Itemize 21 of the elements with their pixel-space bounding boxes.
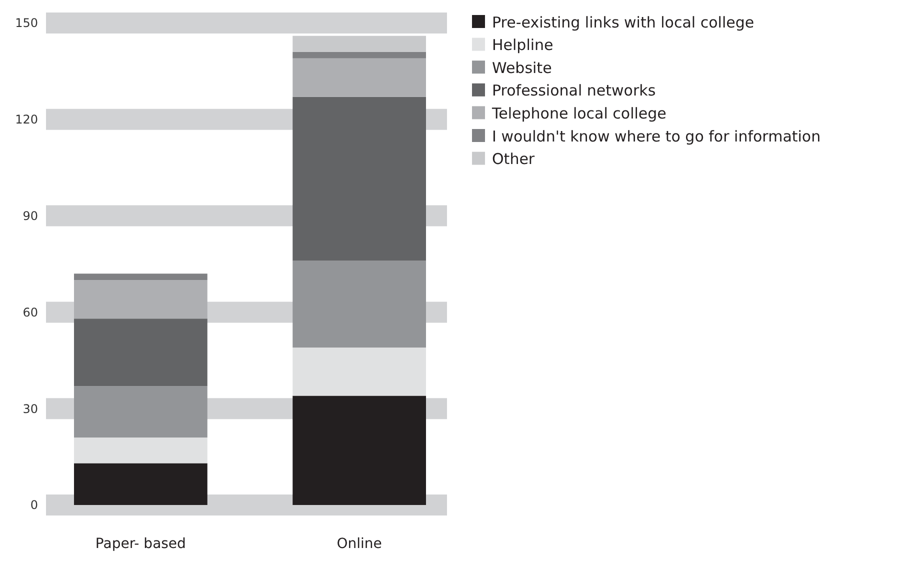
bar xyxy=(74,274,208,280)
x-tick-label: Online xyxy=(336,536,382,552)
y-tick-label: 90 xyxy=(22,209,38,223)
bar xyxy=(292,36,426,52)
legend-label: Website xyxy=(492,58,552,77)
y-tick-label: 60 xyxy=(22,305,38,320)
legend-label: I wouldn't know where to go for information xyxy=(492,127,821,146)
bar xyxy=(292,348,426,396)
legend-label: Helpline xyxy=(492,36,554,54)
legend-label: Telephone local college xyxy=(491,104,666,122)
y-tick-label: 0 xyxy=(30,498,38,512)
y-tick-label: 120 xyxy=(15,112,38,127)
legend-label: Pre-existing links with local college xyxy=(492,13,754,32)
legend-label: Other xyxy=(492,150,536,168)
y-tick-label: 150 xyxy=(15,16,38,30)
legend-label: Professional networks xyxy=(492,82,656,100)
x-tick-label: Paper- based xyxy=(95,536,186,552)
y-tick-label: 30 xyxy=(22,402,38,416)
bar xyxy=(292,52,426,58)
bar xyxy=(74,438,208,464)
bar xyxy=(292,58,426,97)
